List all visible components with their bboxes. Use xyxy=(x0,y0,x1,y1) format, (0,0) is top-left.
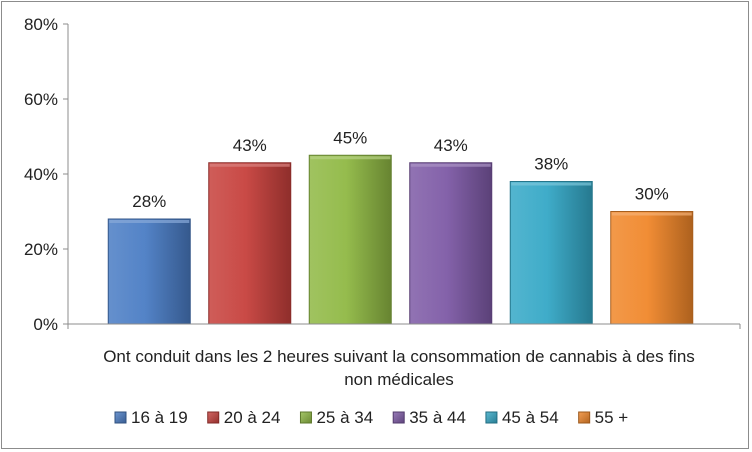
bars-group: 28% 43% 45% 43% 38% 30% xyxy=(107,128,694,325)
y-tick-label: 60% xyxy=(24,90,58,109)
data-label: 43% xyxy=(434,136,468,155)
x-axis: Ont conduit dans les 2 heures suivant la… xyxy=(67,323,741,389)
data-label: 43% xyxy=(233,136,267,155)
y-axis: 0% 20% 40% 60% 80% xyxy=(24,15,69,334)
legend-label: 25 à 34 xyxy=(316,408,373,427)
data-label: 30% xyxy=(635,185,669,204)
y-tick-label: 20% xyxy=(24,240,58,259)
legend: 16 à 19 20 à 24 25 à 34 35 à 44 45 à 54 55 + xyxy=(114,408,629,427)
bar-highlight xyxy=(109,220,190,223)
y-tick-label: 80% xyxy=(24,15,58,34)
data-label: 38% xyxy=(534,155,568,174)
legend-swatch xyxy=(392,411,405,424)
legend-label: 20 à 24 xyxy=(224,408,281,427)
bar-highlight xyxy=(209,163,290,167)
bar-highlight xyxy=(511,182,592,186)
data-label: 45% xyxy=(333,128,367,147)
legend-label: 35 à 44 xyxy=(409,408,466,427)
legend-label: 55 + xyxy=(595,408,629,427)
bar-highlight xyxy=(410,163,491,167)
bar-16-19 xyxy=(107,218,191,325)
bar-highlight xyxy=(310,156,391,160)
legend-swatch xyxy=(114,411,127,424)
data-label: 28% xyxy=(132,192,166,211)
legend-swatch xyxy=(578,411,591,424)
legend-swatch xyxy=(485,411,498,424)
legend-swatch xyxy=(207,411,220,424)
x-category-label: Ont conduit dans les 2 heures suivant la… xyxy=(103,347,695,366)
x-category-label: non médicales xyxy=(344,370,454,389)
y-tick-label: 0% xyxy=(33,315,58,334)
legend-label: 45 à 54 xyxy=(502,408,559,427)
y-tick-label: 40% xyxy=(24,165,58,184)
bar-25-34 xyxy=(308,154,392,325)
legend-swatch xyxy=(299,411,312,424)
legend-label: 16 à 19 xyxy=(131,408,188,427)
bar-55- xyxy=(610,211,694,325)
bar-20-24 xyxy=(208,162,292,325)
bar-45-54 xyxy=(509,181,593,325)
bar-35-44 xyxy=(409,162,493,325)
bar-highlight xyxy=(611,212,692,216)
